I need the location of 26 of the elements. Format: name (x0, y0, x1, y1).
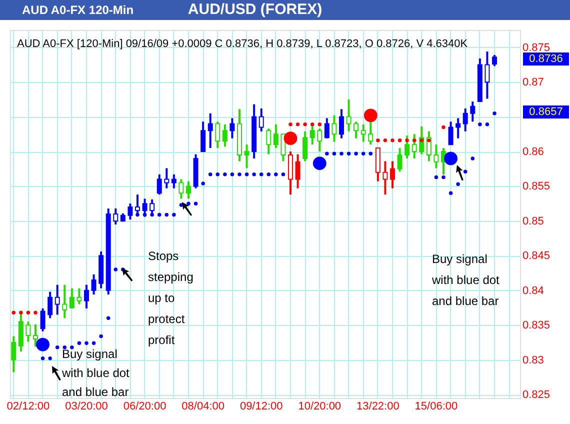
x-tick-label: 06/20:00 (123, 400, 166, 412)
y-tick-label: 0.855 (522, 180, 550, 193)
chart-title: AUD/USD (FOREX) (188, 1, 322, 18)
x-tick-label: 10/20:00 (298, 400, 342, 412)
y-tick-label: 0.84 (522, 284, 544, 297)
y-tick-label: 0.825 (522, 389, 550, 402)
y-tick-label: 0.87 (522, 76, 544, 89)
text: 0.8736 (529, 53, 563, 65)
text: AUD A0-FX 120-Min (22, 3, 134, 17)
y-tick-label: 0.85 (522, 215, 544, 228)
text: 0.8657 (529, 106, 563, 118)
x-tick-label: 08/04:00 (182, 400, 224, 412)
x-tick-label: 15/06:00 (414, 400, 458, 412)
annotation: Buy signal with blue dot and blue bar (61, 347, 130, 399)
x-tick-label: 03/20:00 (65, 400, 108, 412)
text: AUD A0-FX [120-Min] 09/16/09 +0.0009 C 0.8736, H 0.8739, L 0.8723, O 0.8726, V 4.6340K (17, 38, 468, 50)
x-tick-label: 02/12:00 (6, 400, 50, 412)
annotation: Stops stepping up to protect profit (148, 249, 194, 347)
y-tick-label: 0.875 (522, 42, 550, 54)
y-tick-label: 0.86 (522, 146, 544, 158)
x-tick-label: 13/22:00 (356, 400, 400, 412)
y-tick-label: 0.835 (522, 320, 550, 332)
y-tick-label: 0.845 (522, 250, 550, 262)
x-tick-label: 09/12:00 (240, 400, 283, 412)
annotation: Buy signal with blue dot and blue bar (431, 252, 500, 308)
y-tick-label: 0.83 (522, 354, 544, 366)
